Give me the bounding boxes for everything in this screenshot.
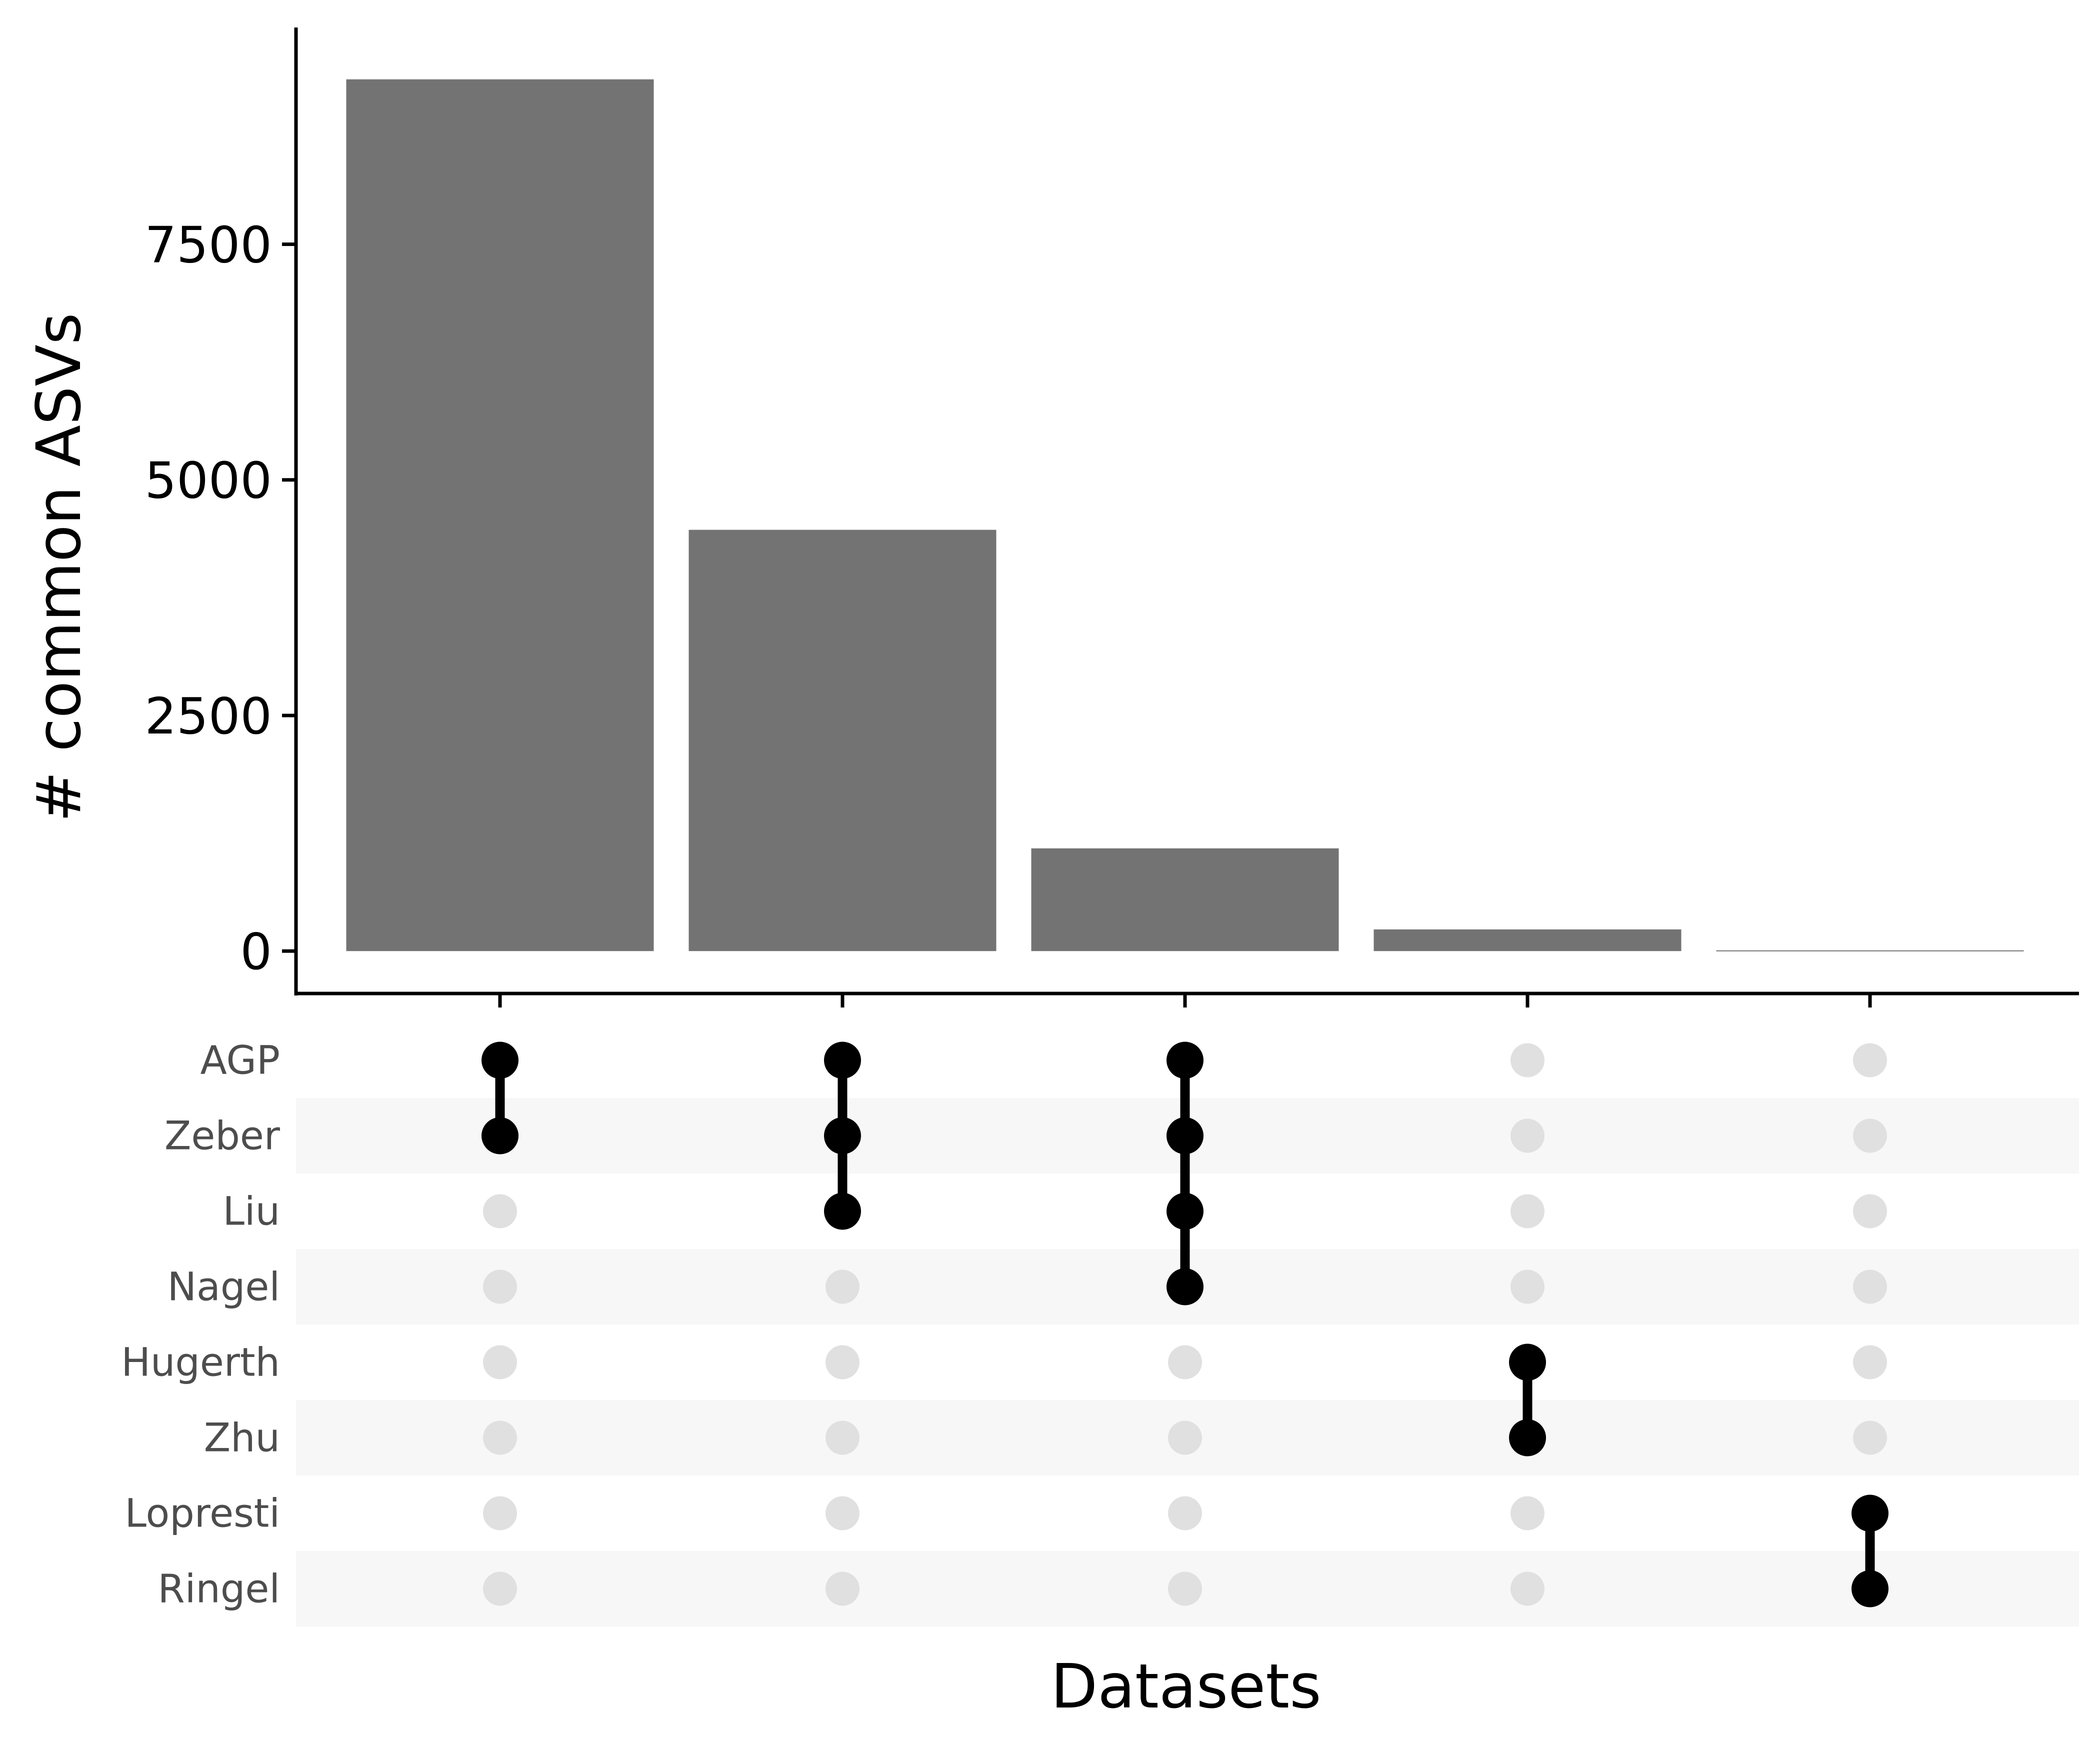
- inactive-dot: [1168, 1572, 1202, 1606]
- y-tick-label: 0: [240, 922, 272, 981]
- active-dot: [1166, 1192, 1204, 1230]
- active-dot: [482, 1042, 518, 1079]
- inactive-dot: [1510, 1194, 1544, 1228]
- active-dot: [824, 1117, 861, 1154]
- active-dot: [1166, 1042, 1204, 1079]
- inactive-dot: [1168, 1345, 1202, 1380]
- bar: [346, 79, 654, 952]
- inactive-dot: [483, 1496, 517, 1530]
- inactive-dot: [826, 1572, 860, 1606]
- set-label: Zeber: [164, 1114, 280, 1159]
- inactive-dot: [1168, 1496, 1202, 1530]
- inactive-dot: [1853, 1345, 1887, 1380]
- inactive-dot: [1510, 1043, 1544, 1078]
- intersection-matrix: [482, 1042, 1888, 1608]
- y-tick-label: 7500: [145, 216, 272, 274]
- y-axis: 0 2500 5000 7500: [145, 28, 298, 996]
- inactive-dot: [483, 1270, 517, 1304]
- set-label: Nagel: [168, 1265, 280, 1310]
- inactive-dot: [1853, 1194, 1887, 1228]
- inactive-dot: [1853, 1118, 1887, 1153]
- inactive-dot: [483, 1572, 517, 1606]
- set-label: Ringel: [158, 1567, 280, 1612]
- bar: [688, 530, 996, 952]
- active-dot: [824, 1042, 861, 1079]
- inactive-dot: [483, 1420, 517, 1455]
- inactive-dot: [826, 1420, 860, 1455]
- y-tick-label: 5000: [145, 452, 272, 510]
- set-label: Lopresti: [124, 1492, 280, 1536]
- inactive-dot: [826, 1270, 860, 1304]
- inactive-dot: [826, 1345, 860, 1380]
- inactive-dot: [1853, 1420, 1887, 1455]
- set-label: AGP: [200, 1038, 280, 1084]
- bar: [1374, 929, 1682, 952]
- inactive-dot: [1510, 1496, 1544, 1530]
- inactive-dot: [483, 1345, 517, 1380]
- bar: [1716, 950, 2024, 952]
- inactive-dot: [1168, 1420, 1202, 1455]
- inactive-dot: [1853, 1043, 1887, 1078]
- set-label: Hugerth: [121, 1340, 280, 1386]
- inactive-dot: [1510, 1572, 1544, 1606]
- y-tick-label: 2500: [145, 687, 272, 746]
- active-dot: [1166, 1268, 1204, 1306]
- inactive-dot: [1510, 1118, 1544, 1153]
- inactive-dot: [826, 1496, 860, 1530]
- inactive-dot: [483, 1194, 517, 1228]
- active-dot: [1852, 1494, 1888, 1532]
- active-dot: [1852, 1570, 1888, 1608]
- set-label: Zhu: [204, 1416, 280, 1461]
- set-label: Liu: [222, 1190, 280, 1234]
- inactive-dot: [1853, 1270, 1887, 1304]
- y-axis-title: # common ASVs: [24, 312, 94, 822]
- set-labels: AGP Zeber Liu Nagel Hugerth Zhu Lopresti Ringel: [121, 1038, 280, 1612]
- active-dot: [482, 1117, 518, 1154]
- active-dot: [1509, 1419, 1546, 1456]
- active-dot: [1509, 1344, 1546, 1381]
- x-axis: [294, 992, 2079, 1008]
- bars: [346, 79, 2024, 952]
- inactive-dot: [1510, 1270, 1544, 1304]
- x-axis-title: Datasets: [1050, 1651, 1321, 1722]
- active-dot: [824, 1192, 861, 1230]
- active-dot: [1166, 1117, 1204, 1154]
- bar: [1031, 848, 1339, 952]
